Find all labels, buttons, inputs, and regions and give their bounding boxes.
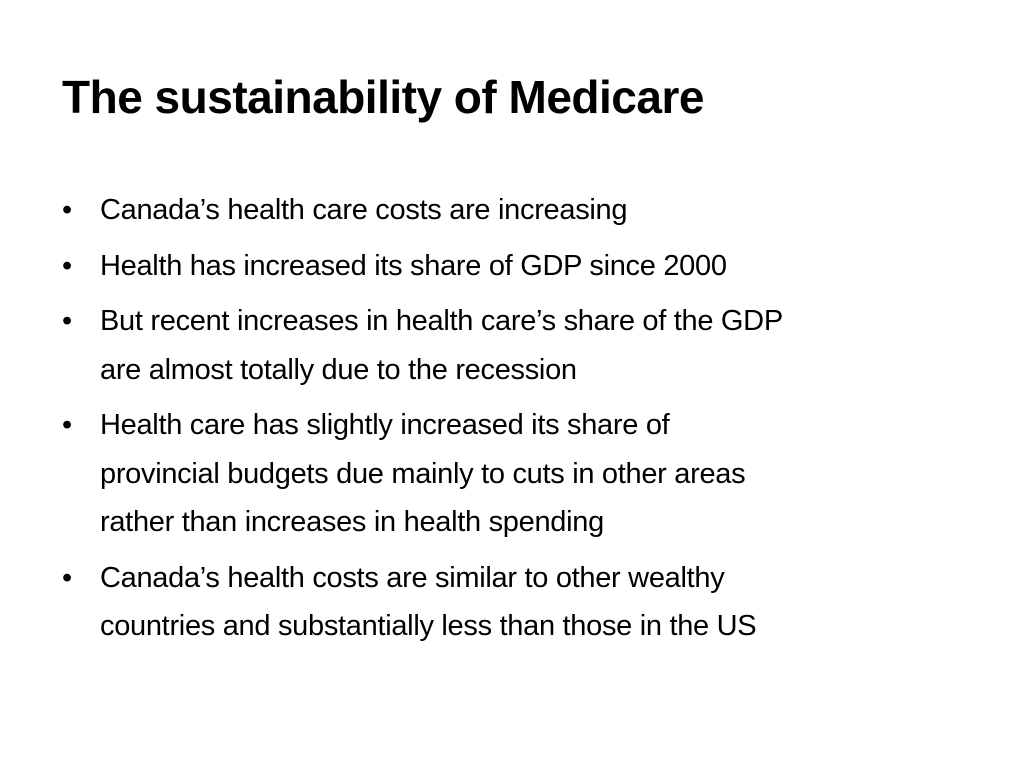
bullet-icon: • [62,194,72,226]
bullet-icon: • [62,305,72,337]
bullet-text-line: Canada’s health costs are similar to oth… [100,561,725,594]
bullet-text-line: Health care has slightly increased its s… [100,409,670,441]
bullet-text-line: Canada’s health care costs are increasin… [100,194,628,226]
bullet-item: • But recent increases in health care’s … [58,297,978,394]
bullet-icon: • [62,249,72,282]
bullet-text-line: countries and substantially less than th… [100,610,757,642]
bullet-text-line: provincial budgets due mainly to cuts in… [100,457,746,490]
slide-title: The sustainability of Medicare [62,71,704,123]
bullet-item: • Health has increased its share of GDP … [58,242,978,291]
bullet-text-line: Health has increased its share of GDP si… [100,249,727,282]
bullet-icon: • [62,561,72,594]
bullet-text-line: But recent increases in health care’s sh… [100,305,783,337]
bullet-text-line: are almost totally due to the recession [100,353,577,386]
bullet-item: • Canada’s health costs are similar to o… [58,554,978,651]
bullet-icon: • [62,409,72,441]
bullet-item: • Canada’s health care costs are increas… [58,186,978,235]
bullet-text-line: rather than increases in health spending [100,506,604,538]
bullet-item: • Health care has slightly increased its… [58,401,978,547]
bullet-list: • Canada’s health care costs are increas… [58,186,978,658]
